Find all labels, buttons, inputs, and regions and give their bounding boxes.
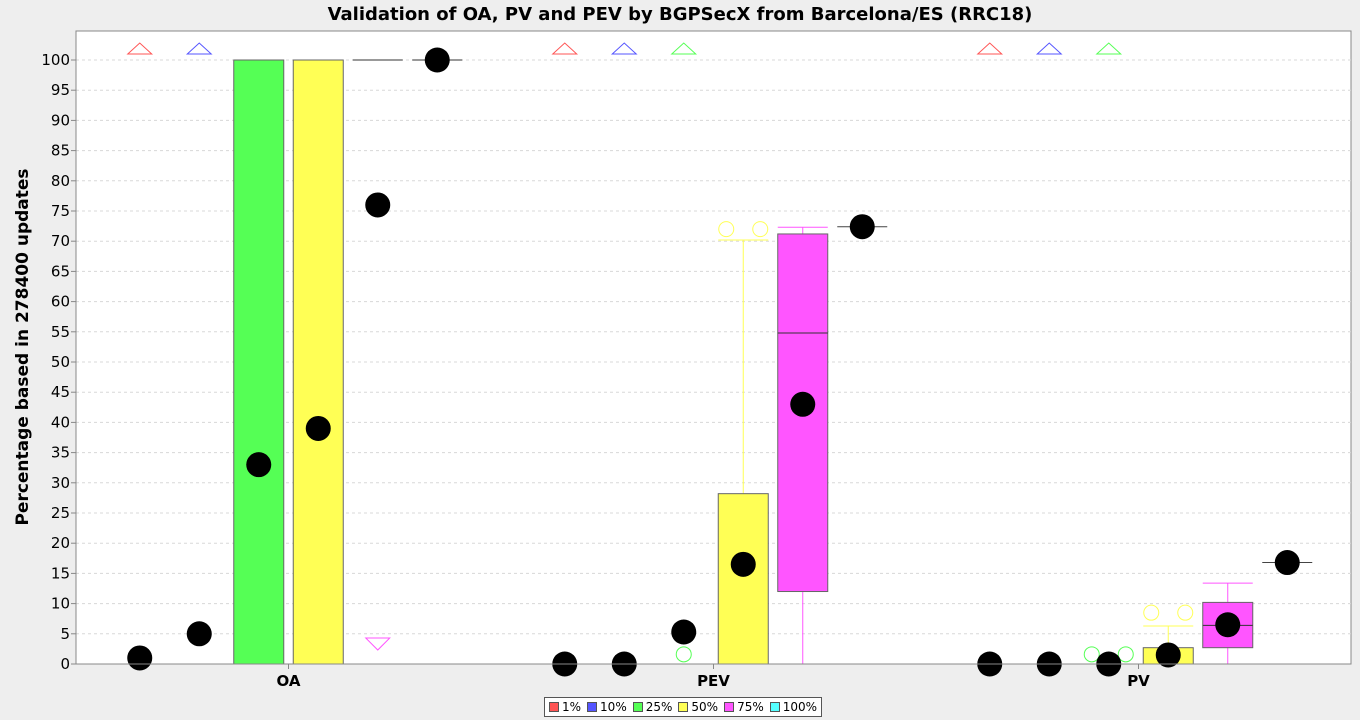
y-tick-label: 10 [51, 595, 70, 613]
x-category-label: PV [1127, 672, 1150, 690]
legend-swatch [769, 702, 780, 712]
y-tick-label: 85 [51, 142, 70, 160]
mean-point [127, 645, 153, 671]
legend-item: 100% [769, 700, 818, 714]
y-tick-label: 30 [51, 474, 70, 492]
outlier-point [1083, 646, 1100, 663]
x-axis: OA PEV PV [75, 31, 1351, 690]
outlier-point [718, 221, 735, 238]
box-bar [233, 59, 285, 665]
y-tick-label: 50 [51, 353, 70, 371]
chart-marks [114, 42, 1313, 677]
legend-item: 25% [632, 700, 673, 714]
outlier-point [1117, 646, 1134, 663]
box-bar [292, 59, 344, 665]
outlier-point [1177, 604, 1194, 621]
legend-label: 1% [562, 700, 582, 714]
legend-label: 100% [782, 700, 818, 714]
mean-point [849, 214, 875, 240]
legend-swatch [549, 702, 559, 712]
gridlines [76, 59, 1351, 635]
legend-label: 25% [645, 700, 673, 714]
legend-item: 50% [678, 700, 718, 714]
mean-point [1155, 642, 1181, 668]
mean-point [671, 619, 697, 645]
y-tick-label: 45 [51, 383, 70, 401]
above-range-indicator [1035, 42, 1063, 55]
outlier-point [752, 221, 769, 238]
legend-swatch [587, 702, 598, 712]
y-tick-label: 55 [51, 323, 70, 341]
legend-label: 10% [600, 700, 627, 714]
legend-item: 10% [587, 700, 627, 714]
legend-item: 1% [549, 700, 581, 714]
chart-title: Validation of OA, PV and PEV by BGPSecX … [328, 4, 1033, 25]
y-axis-label: Percentage based in 278400 updates [13, 168, 33, 525]
y-tick-label: 35 [51, 444, 70, 462]
above-range-indicator [551, 42, 579, 55]
y-tick-label: 60 [51, 293, 70, 311]
plot-area [75, 30, 1352, 665]
above-range-indicator [670, 42, 698, 55]
legend-swatch [724, 702, 735, 712]
mean-point [246, 452, 272, 478]
y-tick-label: 75 [51, 202, 70, 220]
x-category-label: PEV [697, 672, 730, 690]
outlier-point [1143, 604, 1160, 621]
box-bar [717, 493, 769, 665]
above-range-indicator [1095, 42, 1123, 55]
legend: 1% 10% 25% 50% 75% 100% [544, 697, 823, 717]
y-tick-label: 95 [51, 81, 70, 99]
y-tick-label: 100 [41, 51, 70, 69]
y-axis: 0 5 10 15 20 25 30 35 40 45 50 55 60 65 70 75 80 85 90 95 10… [41, 51, 76, 673]
y-tick-label: 70 [51, 232, 70, 250]
legend-label: 75% [737, 700, 764, 714]
mean-point [186, 621, 212, 647]
y-tick-label: 80 [51, 172, 70, 190]
below-range-indicator [364, 637, 391, 651]
above-range-indicator [976, 42, 1004, 55]
mean-point [1215, 612, 1241, 638]
legend-swatch [678, 702, 689, 712]
y-tick-label: 90 [51, 111, 70, 129]
mean-point [365, 192, 391, 218]
mean-point [305, 415, 331, 441]
mean-point [790, 391, 816, 417]
above-range-indicator [185, 42, 213, 55]
y-tick-label: 15 [51, 564, 70, 582]
y-tick-label: 25 [51, 504, 70, 522]
mean-point [424, 47, 450, 73]
above-range-indicator [610, 42, 638, 55]
mean-point [730, 551, 756, 577]
y-tick-label: 20 [51, 534, 70, 552]
legend-item: 75% [724, 700, 764, 714]
outlier-point [675, 646, 692, 663]
legend-swatch [632, 702, 643, 712]
y-tick-label: 40 [51, 413, 70, 431]
above-range-indicator [126, 42, 154, 55]
x-category-label: OA [277, 672, 301, 690]
y-tick-label: 65 [51, 262, 70, 280]
y-tick-label: 5 [60, 625, 70, 643]
mean-point [1274, 550, 1300, 576]
legend-label: 50% [691, 700, 719, 714]
y-tick-label: 0 [60, 655, 70, 673]
